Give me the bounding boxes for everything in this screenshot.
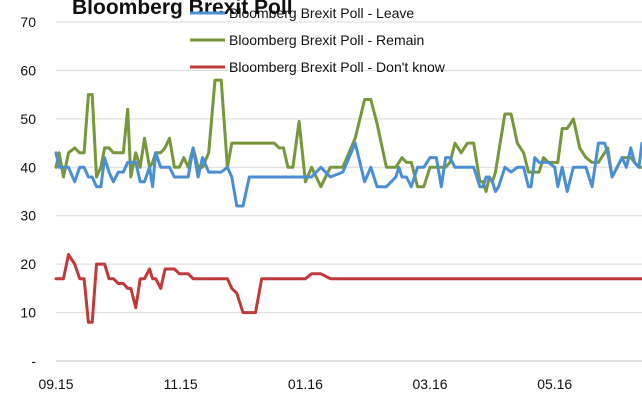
series-line-0 — [54, 141, 642, 208]
y-tick-label: 30 — [20, 208, 36, 224]
gridlines — [56, 21, 642, 314]
y-tick-label: 70 — [20, 14, 36, 30]
plot-lines — [54, 78, 642, 324]
chart-title: Bloomberg Brexit Poll — [72, 0, 293, 19]
y-tick-label: 40 — [20, 159, 36, 175]
x-tick-label: 11.15 — [164, 376, 198, 392]
y-tick-label: 60 — [20, 62, 36, 78]
legend-label: Bloomberg Brexit Poll - Don't know — [229, 59, 446, 75]
x-tick-label: 05.16 — [537, 376, 572, 392]
legend: Bloomberg Brexit Poll - Leave Bloomberg B… — [190, 5, 446, 75]
y-tick-label: 50 — [20, 111, 36, 127]
x-tick-label: 01.16 — [288, 376, 323, 392]
x-tick-label: 03.16 — [413, 376, 448, 392]
x-tick-label: 09.15 — [38, 376, 73, 392]
series-line-1 — [54, 78, 642, 193]
y-tick-label: 10 — [20, 305, 36, 321]
y-axis-ticks: - 10 20 30 40 50 60 70 — [20, 14, 36, 369]
x-axis-ticks: 09.15 11.15 01.16 03.16 05.16 — [38, 376, 572, 392]
y-tick-label: - — [31, 353, 36, 369]
series-line-2 — [54, 253, 642, 324]
y-tick-label: 20 — [20, 256, 36, 272]
legend-label: Bloomberg Brexit Poll - Remain — [229, 32, 424, 48]
legend-label: Bloomberg Brexit Poll - Leave — [229, 5, 414, 21]
